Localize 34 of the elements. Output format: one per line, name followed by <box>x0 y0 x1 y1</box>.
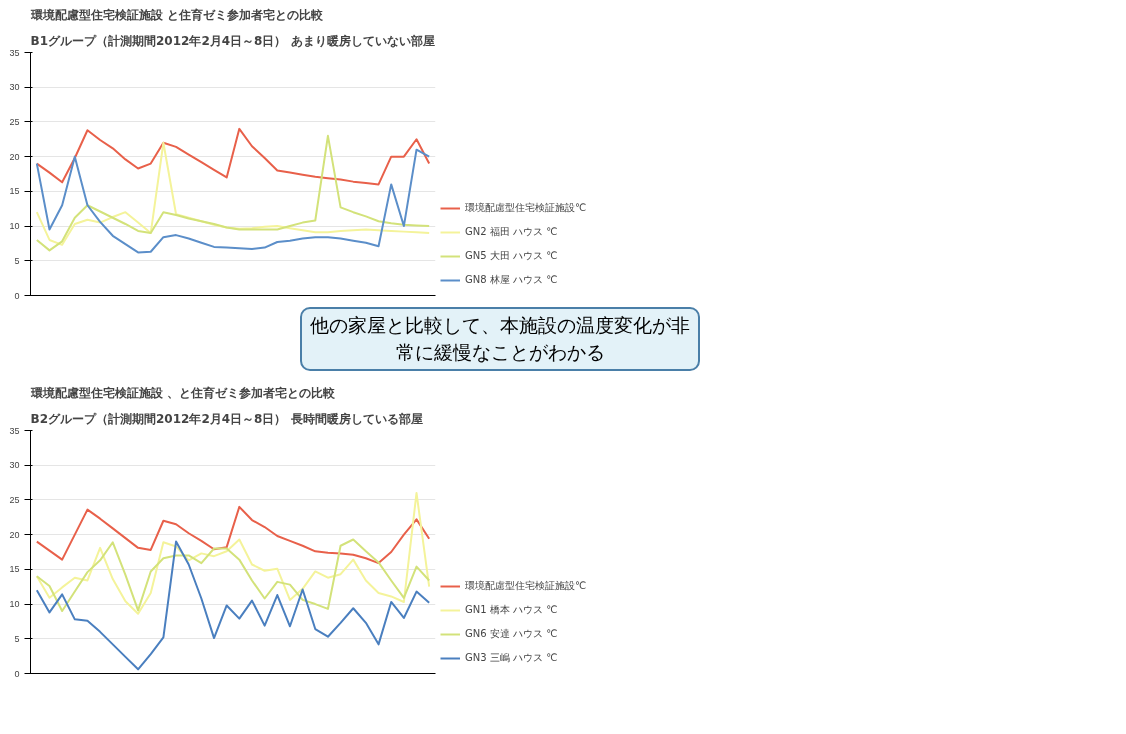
y-tick-label: 30 <box>9 460 20 471</box>
legend-label: GN8 林屋 ハウス ℃ <box>465 273 559 287</box>
line-series <box>35 538 431 613</box>
legend-label: GN6 安達 ハウス ℃ <box>465 627 559 642</box>
y-tick-label: 0 <box>14 290 20 301</box>
legend-label: GN3 三嶋 ハウス ℃ <box>465 651 559 666</box>
y-tick-label: 20 <box>9 529 20 540</box>
y-tick-label: 25 <box>9 116 20 127</box>
legend-label: 環境配慮型住宅検証施設℃ <box>465 201 588 215</box>
y-tick-label: 20 <box>9 151 20 162</box>
y-tick-label: 35 <box>9 425 20 436</box>
legend-label: 環境配慮型住宅検証施設℃ <box>465 579 588 594</box>
line-series <box>35 540 431 671</box>
chart-subtitle: B2グループ（計測期間2012年2月4日～8日） 長時間暖房している部屋 <box>30 411 423 426</box>
y-tick-label: 15 <box>9 186 20 197</box>
y-tick-label: 0 <box>14 668 20 679</box>
legend-label: GN2 福田 ハウス ℃ <box>465 225 559 239</box>
y-tick-label: 5 <box>14 255 20 266</box>
chart-title: 環境配慮型住宅検証施設 と住育ゼミ参加者宅との比較 <box>29 7 324 22</box>
y-tick-label: 25 <box>9 495 20 506</box>
y-tick-label: 5 <box>14 634 20 645</box>
text: 他の家屋と比較して、本施設の温度変化が非常に緩慢なことがわかる <box>309 313 691 366</box>
line-series <box>35 127 431 186</box>
y-tick-label: 10 <box>9 599 20 610</box>
y-tick-label: 15 <box>9 564 20 575</box>
chart-subtitle: B1グループ（計測期間2012年2月4日～8日） あまり暖房していない部屋 <box>30 33 435 48</box>
line-series <box>35 492 431 616</box>
line-series <box>35 506 431 565</box>
chart-title: 環境配慮型住宅検証施設 、と住育ゼミ参加者宅との比較 <box>29 385 336 400</box>
legend-label: GN5 大田 ハウス ℃ <box>465 249 559 263</box>
legend-label: GN1 橋本 ハウス ℃ <box>465 603 559 618</box>
y-tick-label: 35 <box>9 47 20 58</box>
y-tick-label: 30 <box>9 82 20 93</box>
y-tick-label: 10 <box>9 221 20 232</box>
